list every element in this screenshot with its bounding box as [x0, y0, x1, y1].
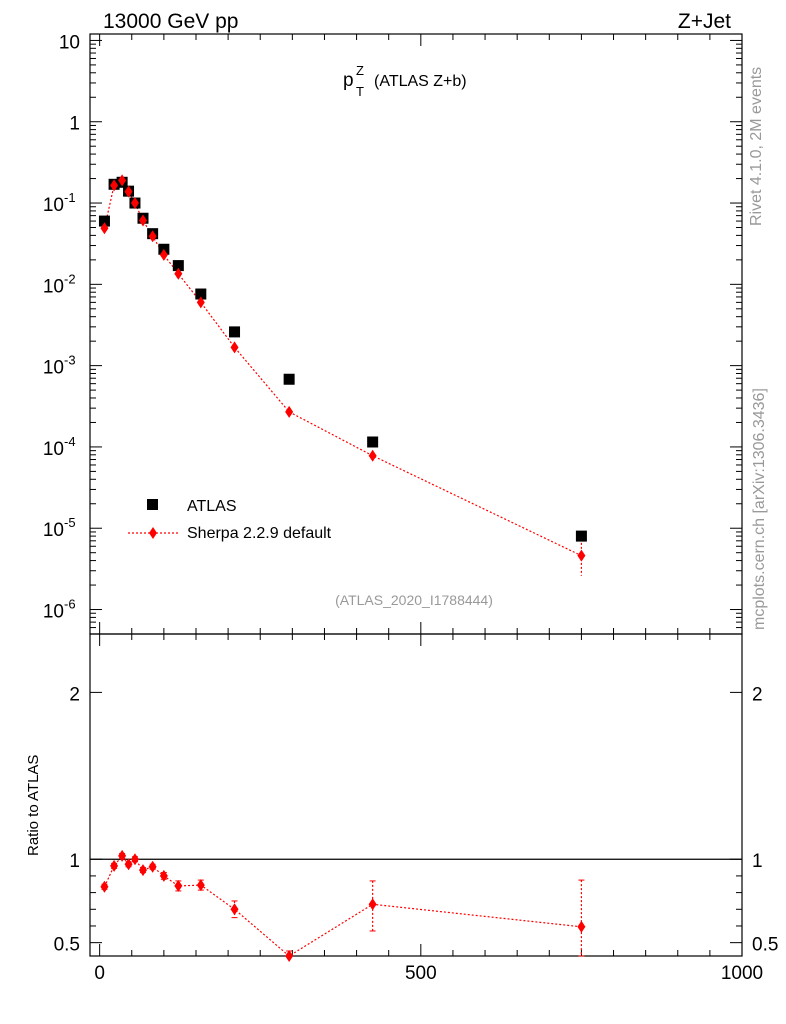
data-point-square [367, 436, 379, 448]
y-tick-label-base: 1 [69, 114, 80, 135]
y-tick-label: 10 -4 [43, 434, 76, 460]
data-point-square [195, 288, 207, 300]
y-tick-label: 10 [59, 32, 80, 53]
mc-point-diamond [174, 267, 183, 280]
x-tick-label: 0 [94, 963, 105, 984]
mc-point-diamond [196, 296, 205, 309]
header-right: Z+Jet [678, 10, 731, 33]
y-tick-label-exp: -1 [64, 190, 76, 205]
y-tick-label: 10 -3 [43, 353, 76, 379]
mc-point-diamond [118, 174, 127, 187]
x-tick-label: 1000 [721, 963, 763, 984]
mc-point-diamond [230, 341, 239, 354]
legend: ATLAS Sherpa 2.2.9 default [128, 498, 332, 542]
ratio-point-diamond [138, 864, 147, 877]
ratio-point-diamond [124, 858, 133, 871]
x-tick-label: 500 [405, 963, 437, 984]
ratio-marks [100, 849, 586, 962]
ratio-point-diamond [368, 898, 377, 911]
source-label: mcplots.cern.ch [arXiv:1306.3436] [751, 388, 768, 630]
analysis-id: (ATLAS_2020_I1788444) [335, 592, 493, 608]
data-point-square [172, 260, 184, 272]
mc-line [103, 179, 582, 557]
y-tick-label-base: 10 [43, 358, 64, 379]
y-tick-label-base: 10 [43, 439, 64, 460]
main-panel-frame [89, 33, 743, 635]
title-p: p [343, 70, 354, 91]
y-tick-label-base: 10 [43, 602, 64, 623]
mc-point-diamond [110, 179, 119, 192]
y-tick-label-base: 10 [43, 276, 64, 297]
main-marks [98, 174, 587, 576]
y-tick-label-exp: -3 [64, 353, 76, 368]
legend-data-marker [147, 499, 158, 510]
legend-data-label: ATLAS [187, 498, 237, 515]
ratio-line [103, 854, 582, 957]
ratio-ylabel: Ratio to ATLAS [25, 755, 42, 856]
ratio-point-diamond [230, 903, 239, 916]
y-tick-label-base: 10 [43, 520, 64, 541]
ratio-y-tick-label-right: 0.5 [752, 935, 778, 956]
y-tick-label-base: 10 [43, 195, 64, 216]
ratio-y-tick-label-left: 1 [69, 851, 80, 872]
ratio-panel-frame [89, 633, 743, 957]
data-point-square [98, 215, 110, 227]
version-label: Rivet 4.1.0, 2M events [748, 67, 765, 226]
mc-point-diamond [148, 230, 157, 243]
ratio-axes: 0.5 0.5 1 1 2 2 0 500 1000 [54, 634, 778, 984]
ratio-y-tick-label-right: 2 [752, 684, 763, 705]
mc-point-diamond [100, 222, 109, 235]
main-title: p Z T (ATLAS Z+b) [343, 63, 467, 99]
legend-mc-marker [149, 527, 157, 539]
y-tick-label: 10 -1 [43, 190, 76, 216]
mc-point-diamond [124, 185, 133, 198]
title-rest: (ATLAS Z+b) [374, 73, 467, 90]
y-tick-label-exp: -4 [64, 434, 76, 449]
y-tick-label: 10 -5 [43, 515, 76, 541]
title-sup: Z [356, 63, 364, 78]
title-sub: T [356, 84, 364, 99]
ratio-point-diamond [130, 853, 139, 866]
ratio-point-diamond [174, 879, 183, 892]
y-tick-label: 10 -6 [43, 597, 76, 623]
data-point-square [229, 326, 241, 338]
ratio-point-diamond [159, 869, 168, 882]
y-tick-label-exp: -2 [64, 271, 76, 286]
ratio-point-diamond [285, 950, 294, 962]
ratio-y-tick-label-left: 2 [69, 684, 80, 705]
y-tick-label-exp: -5 [64, 515, 76, 530]
mc-point-diamond [138, 214, 147, 227]
y-tick-label-exp: -6 [64, 597, 76, 612]
legend-mc-label: Sherpa 2.2.9 default [187, 525, 332, 542]
data-point-square [283, 373, 295, 385]
ratio-y-tick-label-right: 1 [752, 851, 763, 872]
mc-point-diamond [130, 197, 139, 210]
mc-point-diamond [285, 405, 294, 418]
mc-point-diamond [577, 549, 586, 562]
ratio-point-diamond [118, 849, 127, 862]
ratio-point-diamond [577, 920, 586, 933]
mc-point-diamond [159, 248, 168, 261]
y-tick-label-base: 10 [59, 32, 80, 53]
y-tick-label: 1 [69, 114, 80, 135]
data-point-square [575, 530, 587, 542]
ratio-point-diamond [148, 860, 157, 873]
ratio-point-diamond [196, 879, 205, 892]
header-left: 13000 GeV pp [103, 10, 238, 33]
ratio-point-diamond [110, 859, 119, 872]
ratio-y-tick-label-left: 0.5 [54, 935, 80, 956]
ratio-point-diamond [100, 880, 109, 893]
mc-point-diamond [368, 449, 377, 462]
y-tick-label: 10 -2 [43, 271, 76, 297]
